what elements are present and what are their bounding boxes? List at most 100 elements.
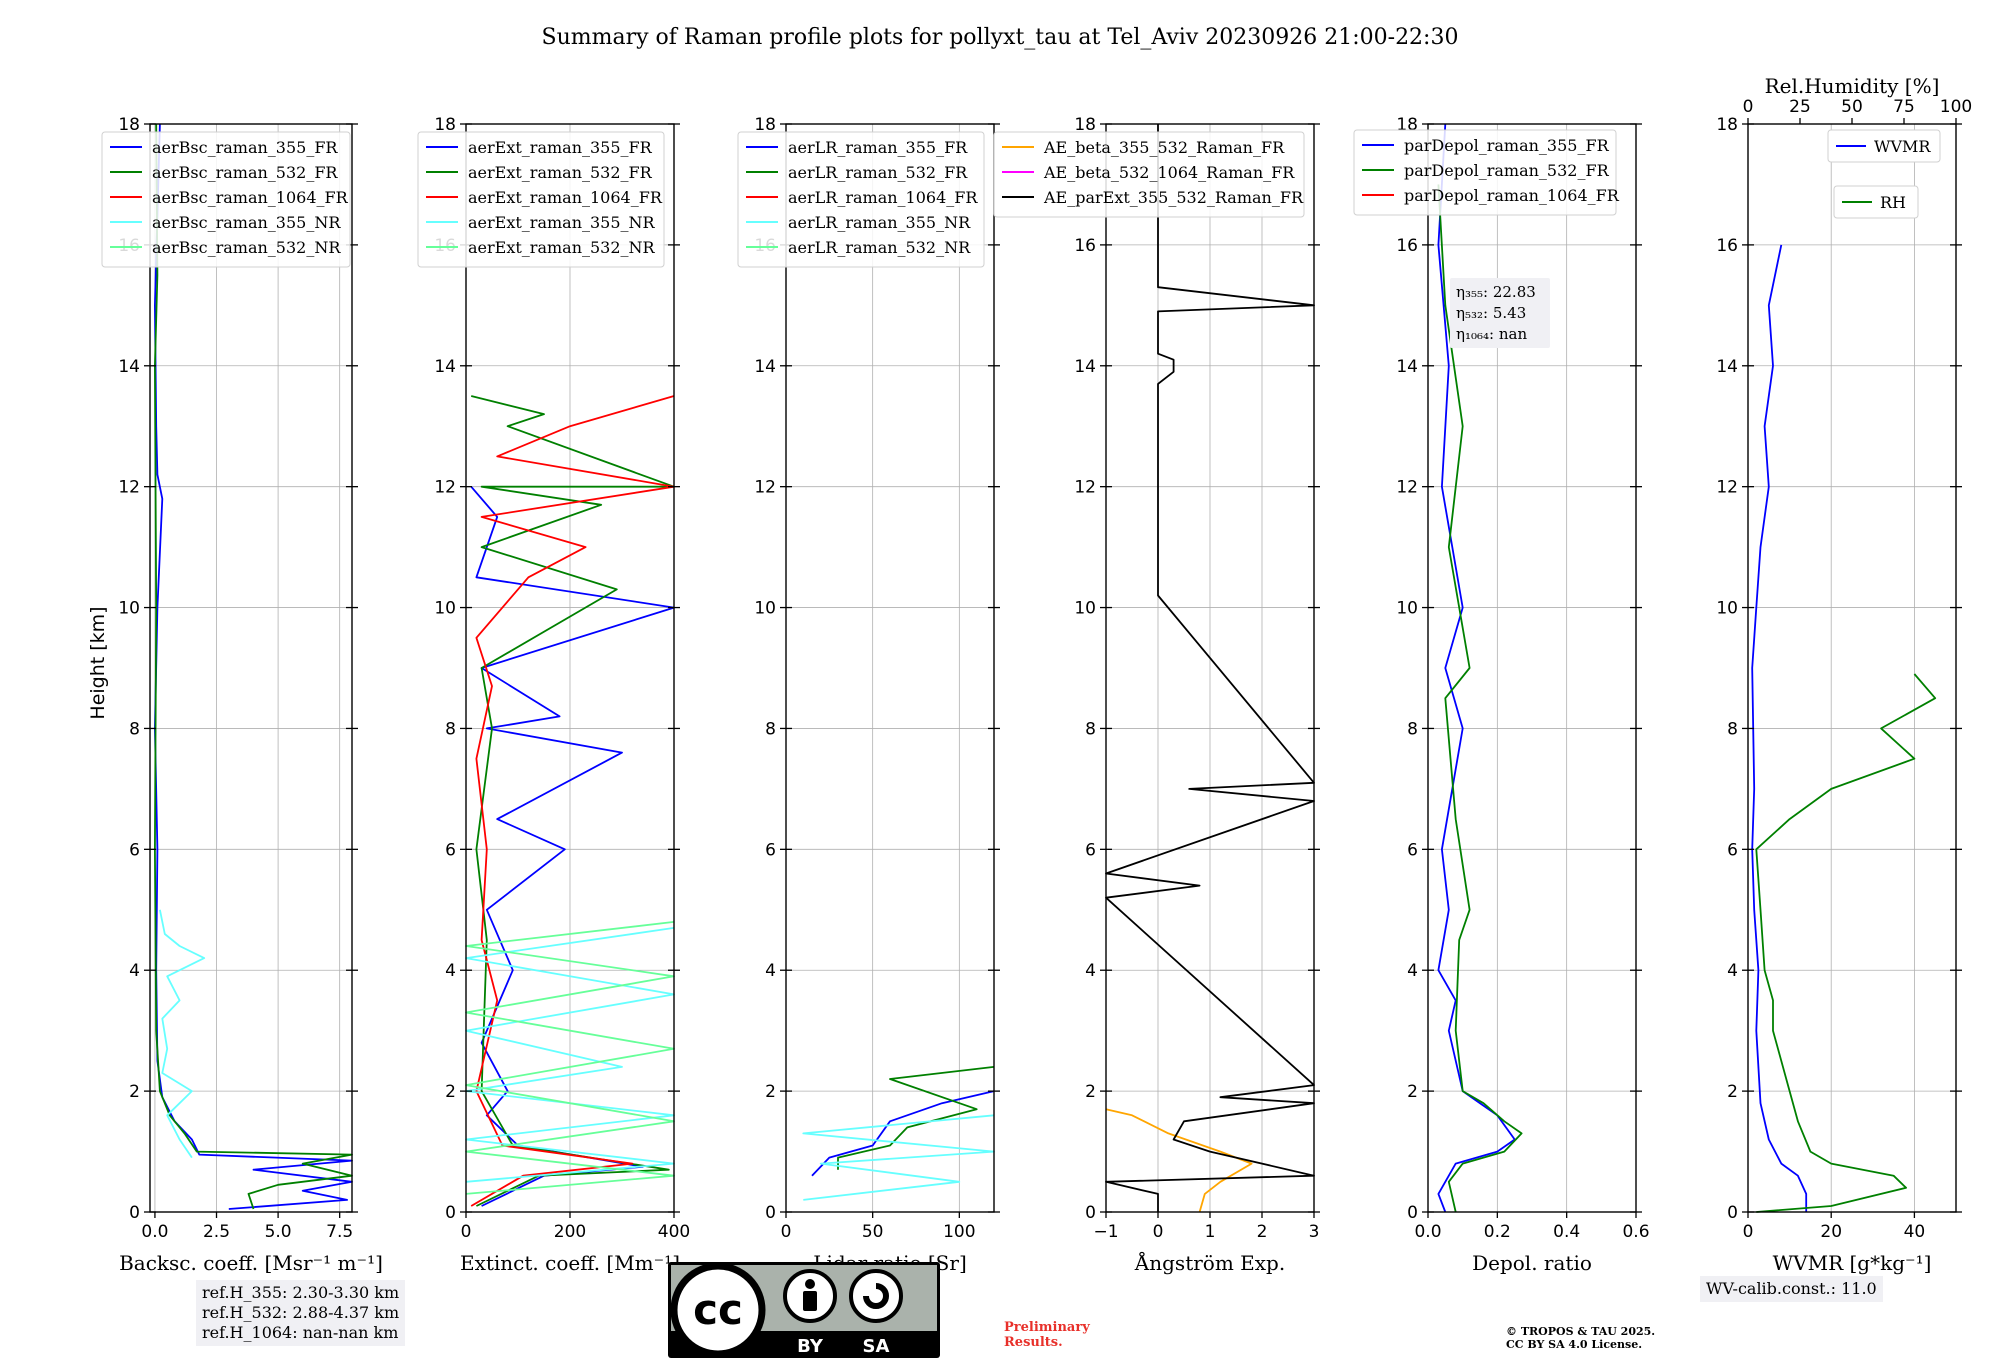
x-tick-label: 0.0 bbox=[141, 1222, 168, 1242]
preliminary-line-1: Preliminary bbox=[1004, 1320, 1090, 1335]
y-tick-label: 14 bbox=[1716, 357, 1738, 377]
x-tick-label: 7.5 bbox=[326, 1222, 353, 1242]
legend-label: aerBsc_raman_532_NR bbox=[152, 238, 341, 257]
legend-ae: AE_beta_355_532_Raman_FR AE_beta_532_1064… bbox=[993, 131, 1305, 218]
x-tick-label: 200 bbox=[554, 1222, 586, 1242]
annotation-line: η₃₅₅: 22.83 bbox=[1456, 283, 1536, 301]
x-tick-label: 5.0 bbox=[265, 1222, 292, 1242]
wv-calib-box: WV-calib.const.: 11.0 bbox=[1700, 1276, 1883, 1302]
x-tick-label: 0.4 bbox=[1553, 1222, 1580, 1242]
y-tick-label: 12 bbox=[118, 478, 140, 498]
x-tick-label: 0 bbox=[1153, 1222, 1164, 1242]
ref-height-1064: ref.H_1064: nan-nan km bbox=[202, 1323, 399, 1342]
y-tick-label: 8 bbox=[129, 719, 140, 739]
series-aerExt_raman_1064_FR bbox=[470, 395, 675, 1207]
top-x-tick-label: 25 bbox=[1789, 97, 1811, 117]
y-tick-label: 18 bbox=[1716, 115, 1738, 135]
y-tick-label: 2 bbox=[1727, 1082, 1738, 1102]
legend-label: RH bbox=[1880, 193, 1906, 212]
x-tick-label: 0.2 bbox=[1484, 1222, 1511, 1242]
ref-heights-box: ref.H_355: 2.30-3.30 km ref.H_532: 2.88-… bbox=[196, 1280, 406, 1346]
x-axis-label: WVMR [g*kg⁻¹] bbox=[1773, 1251, 1932, 1275]
y-tick-label: 16 bbox=[1074, 236, 1096, 256]
preliminary-note: Preliminary Results. bbox=[1004, 1320, 1090, 1350]
copyright-note: © TROPOS & TAU 2025. CC BY SA 4.0 Licens… bbox=[1506, 1325, 1655, 1351]
x-axis-label: Depol. ratio bbox=[1472, 1251, 1592, 1275]
legend-box bbox=[1353, 129, 1617, 216]
y-tick-label: 8 bbox=[1085, 719, 1096, 739]
legend-label: aerBsc_raman_532_FR bbox=[152, 163, 338, 182]
x-axis-label: Extinct. coeff. [Mm⁻¹] bbox=[460, 1251, 680, 1275]
y-tick-label: 16 bbox=[1396, 236, 1418, 256]
y-tick-label: 12 bbox=[1716, 478, 1738, 498]
legend-box bbox=[417, 131, 665, 268]
y-tick-label: 8 bbox=[1727, 719, 1738, 739]
top-x-tick-label: 75 bbox=[1893, 97, 1915, 117]
y-tick-label: 0 bbox=[1085, 1203, 1096, 1223]
legend-box bbox=[1827, 129, 1941, 163]
y-tick-label: 10 bbox=[1396, 599, 1418, 619]
cc-license-badge: cc BY SA bbox=[668, 1262, 940, 1358]
annotation-line: η₁₀₆₄: nan bbox=[1456, 325, 1527, 343]
y-tick-label: 4 bbox=[1085, 961, 1096, 981]
legend-label: AE_beta_355_532_Raman_FR bbox=[1043, 138, 1285, 157]
axes-frame bbox=[1747, 123, 1957, 1213]
y-tick-label: 10 bbox=[754, 599, 776, 619]
x-tick-label: 1 bbox=[1205, 1222, 1216, 1242]
x-tick-label: 0 bbox=[1743, 1222, 1754, 1242]
y-tick-label: 14 bbox=[754, 357, 776, 377]
y-tick-label: 2 bbox=[1085, 1082, 1096, 1102]
y-tick-label: 6 bbox=[1727, 840, 1738, 860]
by-label: BY bbox=[797, 1336, 824, 1357]
legend-box bbox=[1833, 185, 1919, 219]
figure-title: Summary of Raman profile plots for polly… bbox=[542, 25, 1459, 50]
x-tick-label: 0 bbox=[461, 1222, 472, 1242]
y-tick-label: 0 bbox=[445, 1203, 456, 1223]
legend-label: aerBsc_raman_355_FR bbox=[152, 138, 338, 157]
legend-box bbox=[737, 131, 985, 268]
y-tick-label: 2 bbox=[1407, 1082, 1418, 1102]
wv-calib-text: WV-calib.const.: 11.0 bbox=[1706, 1279, 1877, 1298]
x-tick-label: 40 bbox=[1904, 1222, 1926, 1242]
series-aerExt_raman_355_FR bbox=[470, 486, 675, 1207]
y-tick-label: 6 bbox=[1085, 840, 1096, 860]
y-tick-label: 6 bbox=[445, 840, 456, 860]
y-tick-label: 2 bbox=[765, 1082, 776, 1102]
legend-ext: aerExt_raman_355_FR aerExt_raman_532_FRae… bbox=[417, 131, 665, 268]
y-tick-label: 18 bbox=[118, 115, 140, 135]
legend-label: aerBsc_raman_1064_FR bbox=[152, 188, 349, 207]
panel-lr: 024681012141618050100Lidar ratio [Sr]aer… bbox=[737, 115, 1000, 1275]
legend-box bbox=[101, 131, 351, 268]
y-tick-label: 18 bbox=[1074, 115, 1096, 135]
x-tick-label: 400 bbox=[658, 1222, 690, 1242]
y-tick-label: 0 bbox=[129, 1203, 140, 1223]
x-tick-label: 0.0 bbox=[1414, 1222, 1441, 1242]
axes-frame bbox=[785, 123, 995, 1213]
y-tick-label: 4 bbox=[765, 961, 776, 981]
cc-logo-text: cc bbox=[693, 1285, 743, 1334]
y-tick-label: 14 bbox=[434, 357, 456, 377]
legend-label: aerLR_raman_1064_FR bbox=[788, 188, 978, 207]
y-tick-label: 10 bbox=[118, 599, 140, 619]
y-tick-label: 0 bbox=[1407, 1203, 1418, 1223]
top-x-tick-label: 100 bbox=[1940, 97, 1972, 117]
x-tick-label: 2 bbox=[1257, 1222, 1268, 1242]
legend-label: aerExt_raman_355_NR bbox=[468, 213, 656, 232]
legend-label: aerLR_raman_532_FR bbox=[788, 163, 968, 182]
preliminary-line-2: Results. bbox=[1004, 1335, 1063, 1350]
legend-label: aerLR_raman_355_FR bbox=[788, 138, 968, 157]
copyright-line-1: © TROPOS & TAU 2025. bbox=[1506, 1325, 1656, 1338]
legend-label: aerBsc_raman_355_NR bbox=[152, 213, 341, 232]
annotation-box bbox=[1450, 278, 1550, 348]
sa-label: SA bbox=[863, 1336, 890, 1357]
legend-label: AE_parExt_355_532_Raman_FR bbox=[1043, 188, 1304, 207]
series-aerBsc_raman_355_NR bbox=[159, 909, 206, 1159]
legend-box bbox=[993, 131, 1305, 218]
y-tick-label: 4 bbox=[129, 961, 140, 981]
y-tick-label: 4 bbox=[445, 961, 456, 981]
legend-depol: parDepol_raman_355_FR parDepol_raman_532_… bbox=[1353, 129, 1620, 216]
y-axis-label: Height [km] bbox=[87, 606, 109, 719]
x-tick-label: 100 bbox=[943, 1222, 975, 1242]
